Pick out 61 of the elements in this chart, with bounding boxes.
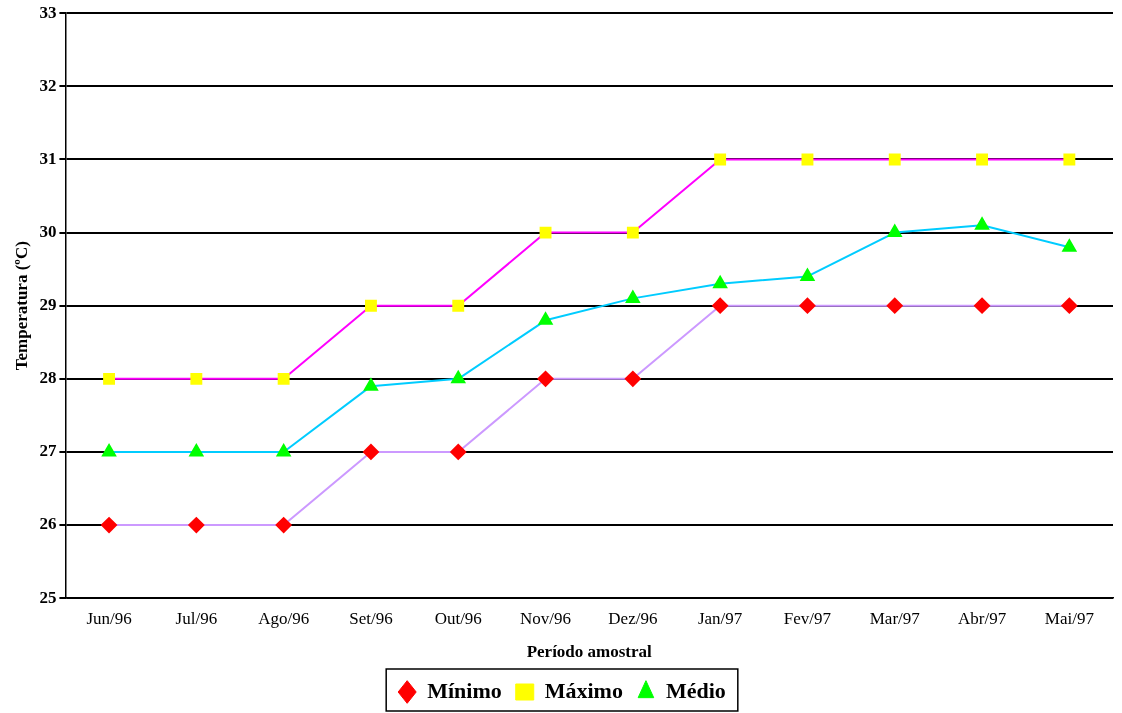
point xyxy=(974,217,990,230)
point xyxy=(189,443,204,457)
point xyxy=(538,312,553,325)
point xyxy=(800,268,815,281)
x-tick-label: Jun/96 xyxy=(86,608,132,628)
legend-label: Mínimo xyxy=(427,677,502,703)
y-tick-label: 28 xyxy=(39,368,57,388)
point xyxy=(101,517,118,534)
x-tick-label: Jul/96 xyxy=(175,608,218,628)
point xyxy=(888,153,901,166)
point xyxy=(625,290,640,303)
point xyxy=(452,299,465,312)
point xyxy=(799,297,816,314)
x-tick-label: Abr/97 xyxy=(957,608,1007,628)
y-tick-label: 26 xyxy=(39,514,57,534)
point xyxy=(1062,239,1077,252)
y-tick-label: 27 xyxy=(39,441,57,461)
point xyxy=(188,517,205,534)
x-tick-label: Fev/97 xyxy=(783,608,832,628)
point xyxy=(1061,297,1078,314)
y-tick-label: 32 xyxy=(39,75,57,95)
point xyxy=(103,372,115,385)
y-tick-label: 30 xyxy=(39,221,57,241)
x-tick-label: Ago/96 xyxy=(258,608,310,628)
point xyxy=(365,299,377,312)
point xyxy=(537,370,554,387)
y-tick-label: 25 xyxy=(39,587,57,607)
point xyxy=(886,297,903,314)
point xyxy=(276,443,291,457)
y-tick-label: 33 xyxy=(39,2,57,22)
point xyxy=(976,153,988,166)
point xyxy=(1063,153,1076,166)
point xyxy=(624,370,641,387)
x-tick-label: Nov/96 xyxy=(520,608,572,628)
point xyxy=(713,275,728,289)
point xyxy=(626,226,639,239)
point xyxy=(275,517,292,534)
x-tick-label: Out/96 xyxy=(434,608,482,628)
point xyxy=(712,297,729,314)
point xyxy=(451,370,466,384)
point xyxy=(363,378,379,391)
point xyxy=(714,153,727,166)
y-tick-label: 31 xyxy=(39,148,57,168)
legend-label: Médio xyxy=(665,677,726,703)
x-tick-label: Mar/97 xyxy=(869,608,921,628)
point xyxy=(887,224,902,238)
legend-label: Máximo xyxy=(544,677,623,703)
point xyxy=(190,372,203,385)
point xyxy=(450,443,467,460)
x-tick-label: Dez/96 xyxy=(608,608,658,628)
point xyxy=(974,297,991,314)
point xyxy=(101,443,117,457)
y-tick-label: 29 xyxy=(39,295,57,315)
x-tick-label: Set/96 xyxy=(349,608,393,628)
point xyxy=(539,226,552,239)
x-tick-label: Jan/97 xyxy=(697,608,743,628)
x-tick-label: Mai/97 xyxy=(1044,608,1095,628)
point xyxy=(277,372,290,385)
y-axis-title: Temperatura (ºC) xyxy=(11,241,31,371)
point xyxy=(362,443,379,460)
x-axis-title: Período amostral xyxy=(526,642,653,662)
